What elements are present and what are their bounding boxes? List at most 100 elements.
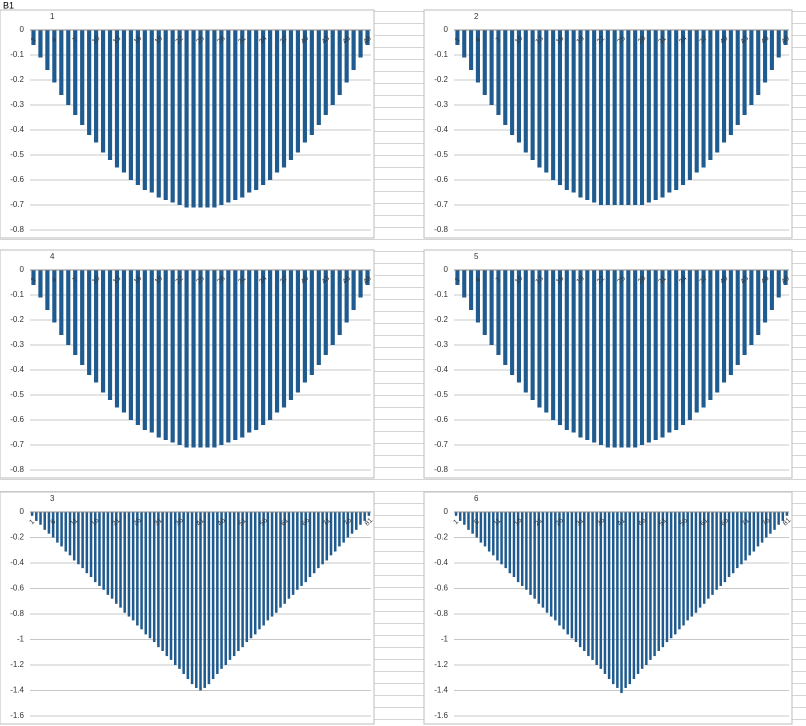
y-tick-label: -0.1 <box>10 290 24 299</box>
bar <box>59 270 64 335</box>
bar <box>330 30 335 105</box>
bar <box>114 270 120 408</box>
bar <box>454 512 458 516</box>
x-tick-label: 22 <box>596 275 607 286</box>
x-tick-label: 16 <box>90 517 101 528</box>
bar <box>619 30 624 205</box>
bar <box>598 270 604 445</box>
x-tick-label: 16 <box>133 275 144 286</box>
bar <box>258 512 261 630</box>
y-tick-label: 0 <box>20 265 25 274</box>
bar <box>469 270 474 310</box>
bar <box>317 512 320 569</box>
bar <box>660 30 665 198</box>
bar <box>52 270 57 323</box>
y-tick-label: -0.3 <box>434 340 448 349</box>
bar <box>93 512 97 583</box>
bar <box>682 512 685 626</box>
bar <box>756 30 761 95</box>
bar <box>624 512 627 688</box>
bar <box>73 30 78 115</box>
bar <box>722 30 727 143</box>
bar <box>756 512 760 547</box>
bar <box>715 270 720 393</box>
bar <box>261 270 266 425</box>
bar <box>80 30 85 125</box>
bar <box>769 270 774 310</box>
y-tick-label: -0.5 <box>10 390 24 399</box>
x-tick-label: 40 <box>300 275 311 286</box>
bar <box>551 30 556 180</box>
bar <box>38 270 43 298</box>
bar <box>785 512 789 516</box>
bar <box>351 30 356 70</box>
bar <box>483 512 487 547</box>
bar <box>742 270 747 355</box>
y-tick-label: -0.1 <box>434 50 448 59</box>
x-tick-label: 51 <box>238 517 249 528</box>
bar <box>156 30 161 198</box>
bar <box>607 512 611 680</box>
bar <box>537 512 541 604</box>
bar <box>184 270 189 448</box>
x-tick-label: 37 <box>279 275 290 286</box>
bar <box>135 30 140 185</box>
bar <box>752 512 756 552</box>
bar <box>212 270 217 448</box>
bar <box>64 512 68 552</box>
y-tick-label: -0.6 <box>10 584 24 593</box>
bar <box>545 512 549 613</box>
bar <box>702 512 706 604</box>
bar <box>605 270 610 448</box>
bar <box>344 270 349 323</box>
y-tick-label: -0.2 <box>434 315 448 324</box>
bar <box>544 30 549 173</box>
x-tick-label: 10 <box>91 35 102 46</box>
bar <box>645 512 648 665</box>
bar <box>760 512 764 543</box>
bar <box>275 512 278 613</box>
x-tick-label: 16 <box>133 35 144 46</box>
chart: 60-0.2-0.4-0.6-0.8-1-1.2-1.4-1.61 6 11 16 21… <box>423 491 793 725</box>
bar <box>587 512 590 657</box>
bar <box>107 30 113 160</box>
bar <box>646 270 651 443</box>
x-tick-label: 4 <box>51 36 59 44</box>
bar <box>30 512 34 516</box>
bar <box>226 270 231 443</box>
x-tick-label: 21 <box>534 517 545 528</box>
bar <box>136 512 139 626</box>
x-tick-label: 81 <box>364 517 375 528</box>
bar <box>633 30 638 205</box>
bar <box>504 512 507 569</box>
bar <box>585 270 590 440</box>
bar <box>620 512 623 694</box>
chart: 5 0 -0.1 -0.2 -0.3 -0.4 -0.5 -0.6 -0.7 -0.8 1 4 7 10 1… <box>423 249 793 479</box>
bar <box>731 512 735 574</box>
bar <box>571 270 576 433</box>
bar <box>170 30 175 203</box>
bar <box>195 512 198 688</box>
x-tick-label: 40 <box>719 35 730 46</box>
bar <box>177 270 182 445</box>
x-tick-label: 25 <box>617 35 628 46</box>
bar <box>694 270 699 413</box>
bar <box>219 30 224 205</box>
x-tick-label: 16 <box>513 517 524 528</box>
bar <box>45 30 50 70</box>
y-tick-label: -0.3 <box>434 100 448 109</box>
x-tick-label: 22 <box>175 35 186 46</box>
bar <box>458 512 462 521</box>
bar <box>337 270 342 335</box>
x-tick-label: 49 <box>363 275 374 286</box>
bar <box>156 270 161 438</box>
bar <box>337 30 342 95</box>
bar <box>719 512 722 586</box>
y-tick-label: -0.2 <box>434 75 448 84</box>
bar <box>121 270 127 413</box>
bar <box>471 512 474 534</box>
x-tick-label: 49 <box>781 275 792 286</box>
x-tick-label: 76 <box>761 517 772 528</box>
y-tick-label: -0.7 <box>434 200 448 209</box>
bar <box>358 270 363 298</box>
